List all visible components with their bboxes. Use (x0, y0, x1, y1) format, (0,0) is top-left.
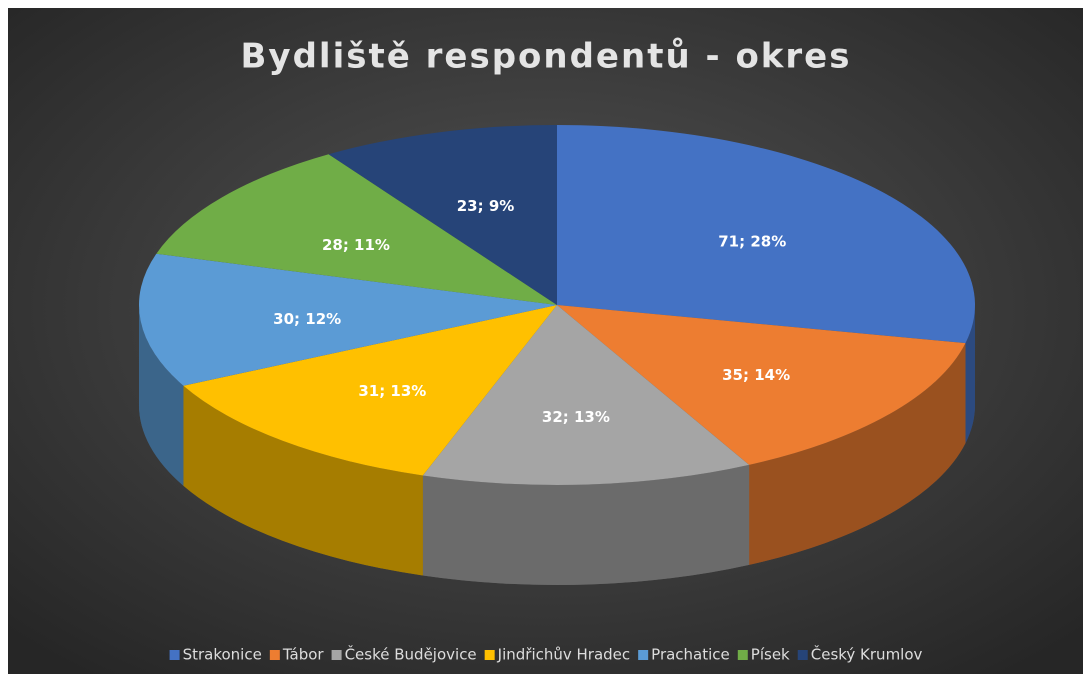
slice-side (965, 305, 975, 444)
legend-swatch (797, 650, 808, 660)
slice (328, 125, 557, 305)
slice (557, 305, 966, 465)
legend-swatch (484, 650, 495, 660)
data-label: 23; 9% (457, 197, 515, 215)
legend-swatch (331, 650, 342, 660)
legend-label: Písek (751, 646, 790, 664)
slice-side-shade (139, 305, 184, 486)
data-label: 31; 13% (358, 382, 426, 400)
data-label: 71; 28% (718, 233, 786, 251)
slice-side (422, 464, 750, 585)
slice-side-shade (183, 385, 423, 576)
legend-label: České Budějovice (345, 645, 477, 664)
legend-swatch (737, 650, 748, 660)
data-label: 30; 12% (273, 310, 341, 328)
slice-side (749, 343, 966, 565)
slice-side (183, 385, 423, 576)
data-label: 35; 14% (722, 366, 790, 384)
legend-label: Český Krumlov (811, 645, 923, 664)
slice-side (139, 305, 184, 486)
slice (557, 125, 975, 344)
legend-label: Tábor (282, 646, 325, 664)
data-label: 28; 11% (322, 236, 390, 254)
legend-swatch (638, 650, 649, 660)
data-label: 32; 13% (542, 408, 610, 426)
slice (156, 154, 557, 305)
slice (183, 305, 558, 476)
legend-swatch (269, 650, 280, 660)
slice (422, 305, 750, 486)
chart-title: Bydliště respondentů - okres (241, 37, 852, 77)
legend-label: Strakonice (183, 646, 262, 664)
slice-side-shade (749, 343, 966, 565)
legend-label: Prachatice (651, 646, 730, 664)
slice-side-shade (422, 464, 750, 585)
slice (139, 253, 557, 386)
legend-label: Jindřichův Hradec (497, 646, 631, 664)
legend-swatch (169, 650, 180, 660)
slice-side-shade (965, 305, 975, 444)
